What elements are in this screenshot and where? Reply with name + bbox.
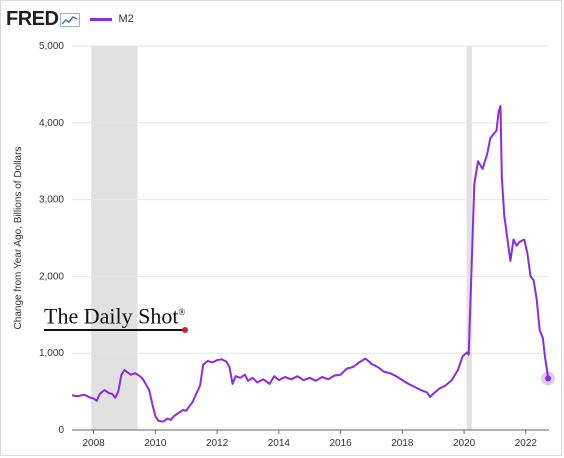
legend-label-m2: M2 [118, 13, 134, 25]
x-tick-label-2014: 2014 [268, 438, 291, 449]
recession-band-1 [466, 46, 472, 430]
x-tick-label-2016: 2016 [329, 438, 352, 449]
watermark-text: The Daily Shot [44, 303, 179, 329]
series-line-m2 [71, 104, 550, 423]
x-tick-label-2010: 2010 [144, 438, 167, 449]
x-tick-label-2008: 2008 [82, 438, 105, 449]
y-tick-label-4000: 4,000 [39, 118, 64, 129]
legend-swatch [90, 17, 113, 21]
fred-logo[interactable]: FRED [6, 7, 59, 30]
daily-shot-watermark: The Daily Shot® [44, 300, 189, 334]
chart-header: FRED M2 [6, 6, 134, 32]
x-tick-label-2012: 2012 [206, 438, 229, 449]
x-tick-label-2018: 2018 [391, 438, 414, 449]
x-tick-label-2020: 2020 [453, 438, 476, 449]
y-tick-label-0: 0 [58, 425, 64, 436]
y-tick-label-5000: 5,000 [39, 41, 64, 52]
line-chart-icon [60, 13, 81, 27]
legend: M2 [90, 13, 134, 25]
registered-mark: ® [178, 307, 186, 317]
x-tick-label-2022: 2022 [515, 438, 538, 449]
y-tick-label-1000: 1,000 [39, 348, 64, 359]
y-tick-label-2000: 2,000 [39, 271, 64, 282]
y-tick-label-3000: 3,000 [39, 195, 64, 206]
watermark-dot-icon [182, 327, 189, 334]
recession-band-0 [91, 46, 138, 430]
y-axis-title: Change from Year Ago, Billions of Dollar… [13, 147, 24, 330]
end-marker-point [545, 375, 552, 382]
